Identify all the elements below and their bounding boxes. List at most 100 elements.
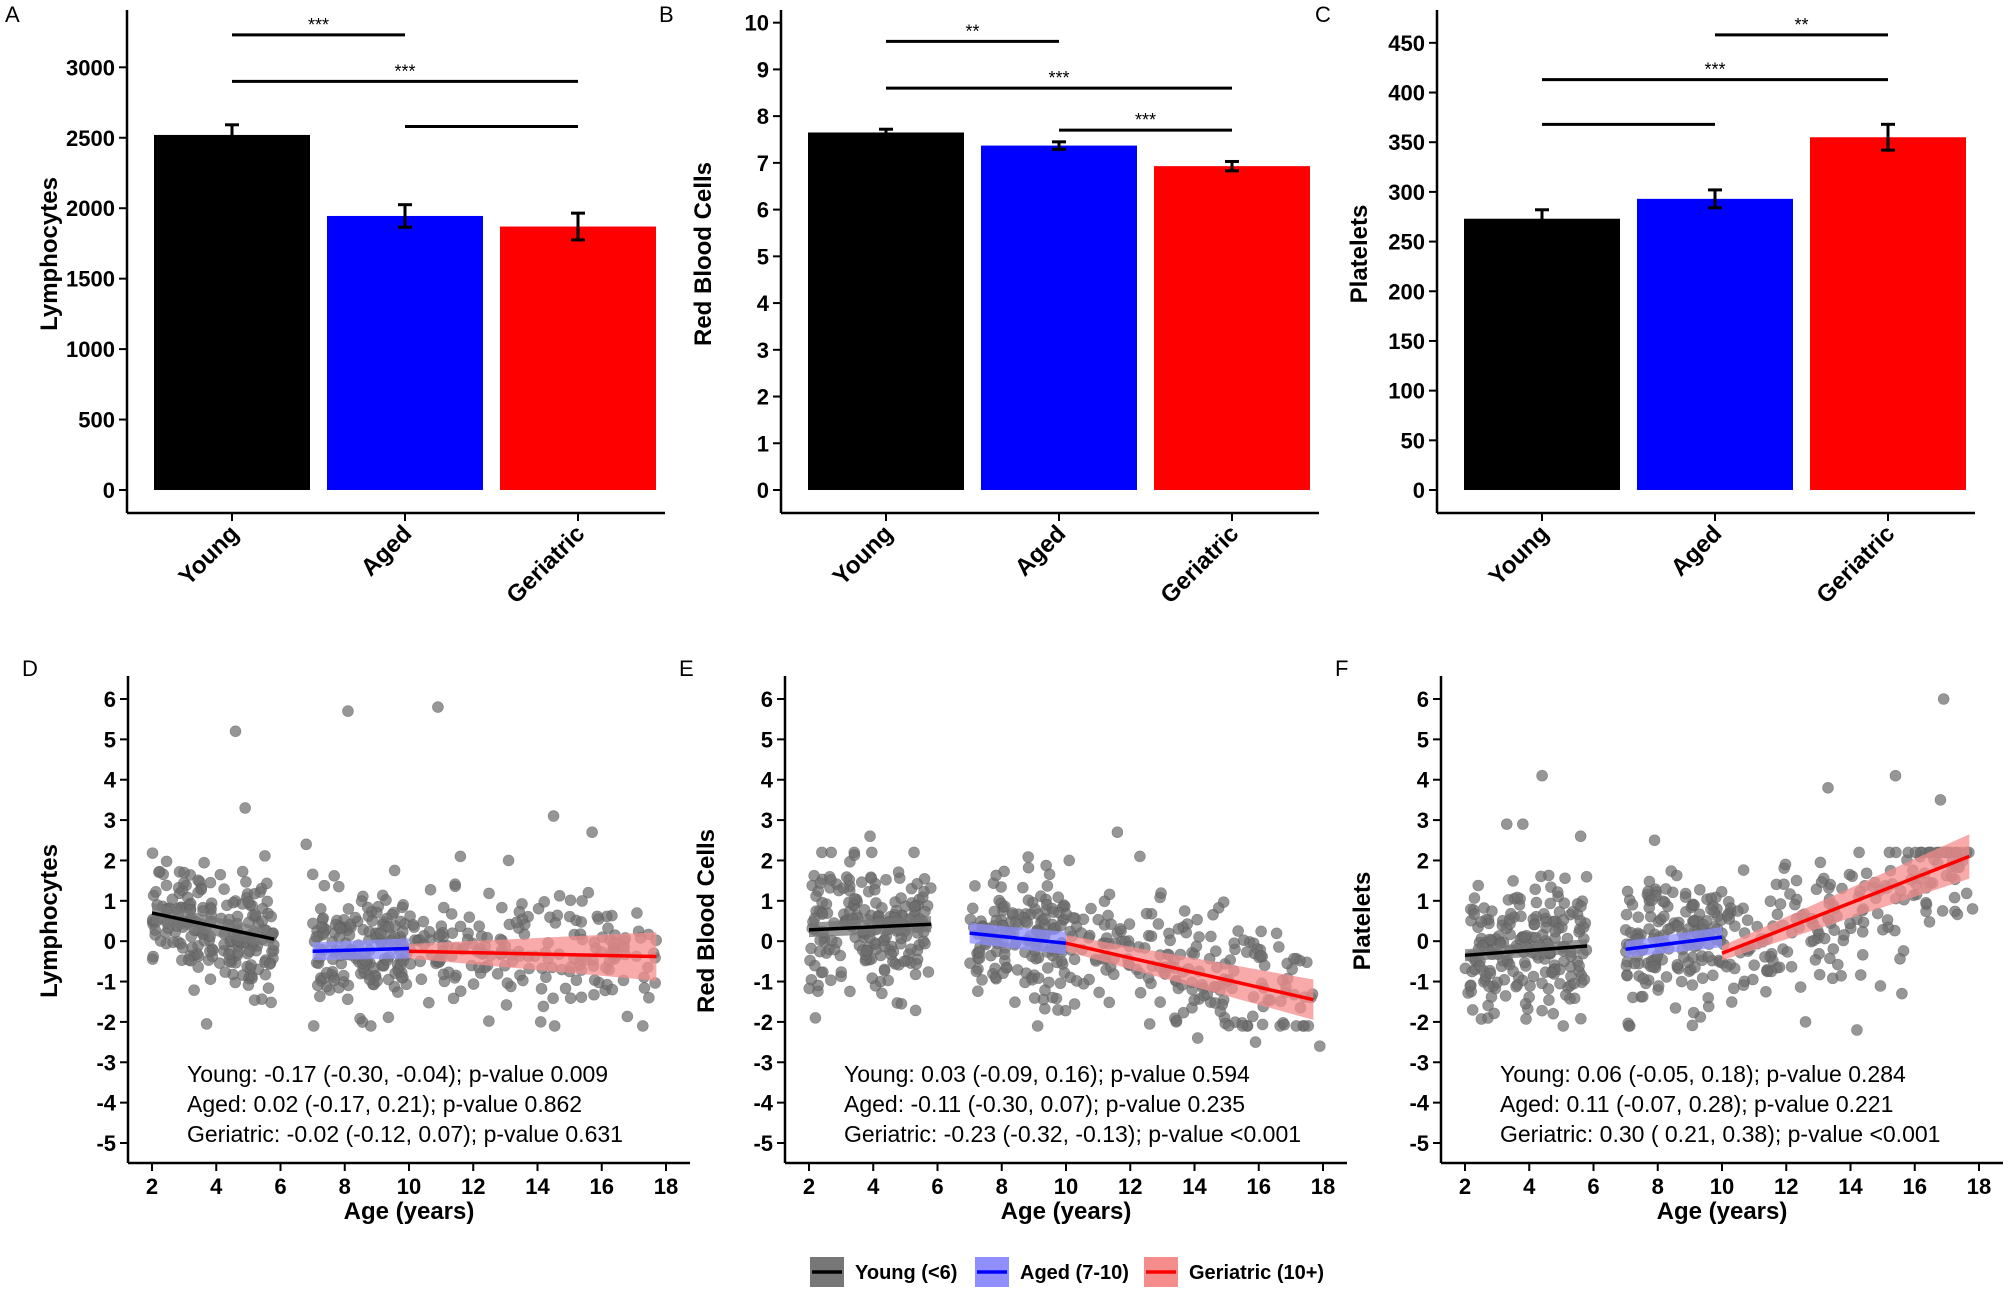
point-geriatric [1894,953,1906,965]
point-aged [1646,894,1658,907]
bar-geriatric [1810,137,1966,490]
point-aged [307,917,319,930]
point-geriatric [496,901,508,914]
category-label: Aged [356,520,418,582]
point-aged [1051,956,1063,969]
point-young [188,984,200,996]
point-young [1530,896,1543,909]
point-geriatric [1270,927,1283,940]
point-geriatric [1765,965,1778,978]
point-young [1575,900,1587,913]
point-geriatric [1207,908,1219,921]
point-aged [1621,969,1633,982]
point-young [1518,931,1531,943]
panel-letter: D [22,656,38,681]
point-young [1523,991,1535,1004]
point-geriatric [1951,908,1964,921]
point-young [1564,993,1576,1005]
point-aged [1660,971,1673,983]
panel-letter: B [659,2,674,27]
point-aged [997,967,1009,980]
point-geriatric [454,920,467,933]
point-geriatric [1209,997,1221,1009]
point-young [848,893,861,905]
point-aged [1675,975,1688,988]
point-aged [1022,861,1035,874]
bar-aged [981,145,1137,490]
point-geriatric [559,982,572,995]
point-geriatric [1077,913,1090,926]
point-young [866,972,879,984]
point-geriatric [1874,980,1887,992]
significance-label: *** [308,15,329,35]
legend-label: Young (<6) [855,1262,957,1284]
point-geriatric [621,1010,634,1023]
y-tick-label: 0 [1417,929,1429,954]
point-young [1483,980,1495,993]
point-young [1536,1004,1548,1017]
point-geriatric [1731,905,1744,917]
point-aged [1702,950,1715,963]
point-young [916,891,929,904]
point-geriatric [1832,958,1844,971]
point-young [236,865,249,878]
point-geriatric [638,982,651,994]
category-label: Aged [1666,520,1728,582]
point-geriatric [483,887,495,900]
y-tick-label: 250 [1388,230,1425,255]
point-geriatric [437,901,450,914]
stats-line: Aged: -0.11 (-0.30, 0.07); p-value 0.235 [844,1091,1245,1117]
point-geriatric [1741,914,1754,926]
point-young [160,855,173,868]
stats-line: Young: 0.06 (-0.05, 0.18); p-value 0.284 [1500,1061,1906,1087]
point-aged [314,990,326,1003]
y-tick-label: 3 [761,808,773,833]
point-geriatric [510,916,523,929]
point-young [825,874,837,886]
point-young [256,915,269,927]
y-tick-label: -4 [753,1091,773,1116]
y-tick-label: -1 [96,970,116,995]
point-geriatric [1815,876,1828,888]
point-geriatric [1070,975,1083,987]
point-geriatric [1920,896,1932,909]
y-tick-label: -2 [753,1010,773,1035]
point-geriatric [1210,945,1222,957]
stats-line: Aged: 0.11 (-0.07, 0.28); p-value 0.221 [1500,1091,1893,1117]
point-aged [1620,908,1633,921]
point-aged [363,973,376,986]
point-aged [1623,1020,1635,1032]
point-geriatric [1067,911,1079,924]
point-geriatric [1856,926,1869,938]
point-geriatric [1103,996,1116,1009]
point-geriatric [575,916,588,928]
point-geriatric [1960,887,1973,900]
point-young [1557,1020,1570,1032]
point-aged [1677,951,1690,963]
point-young [1520,1013,1532,1025]
point-geriatric [1828,924,1841,936]
point-outlier [1313,1040,1326,1052]
point-young [147,950,159,963]
point-young [240,876,252,888]
point-young [1551,886,1564,898]
point-young [825,974,837,987]
point-young [812,979,824,992]
point-geriatric [1727,982,1740,995]
point-outlier [1851,1024,1863,1036]
point-aged [349,911,362,924]
point-aged [1017,881,1029,894]
point-geriatric [1729,920,1741,932]
y-tick-label: 1 [761,889,773,914]
point-geriatric [1838,929,1850,941]
point-aged [1672,920,1684,933]
fit-line-aged [969,931,1067,945]
point-outlier [300,838,313,851]
point-young [204,973,217,985]
y-tick-label: -2 [96,1010,116,1035]
point-geriatric [588,974,601,986]
point-young [1557,914,1570,926]
point-geriatric [1105,918,1117,931]
